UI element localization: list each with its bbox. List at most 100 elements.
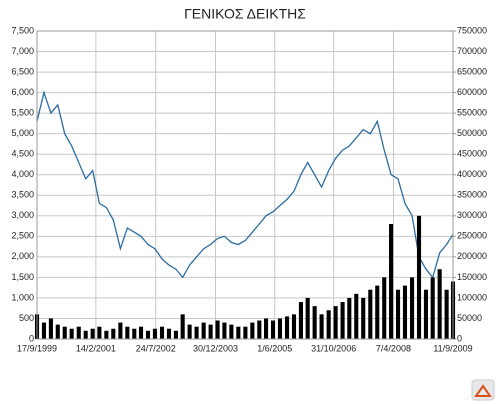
volume-bar bbox=[111, 328, 116, 339]
y-tick-label: 5,500 bbox=[11, 108, 34, 118]
volume-bar bbox=[361, 297, 366, 339]
y-tick-label: 6,500 bbox=[11, 66, 34, 76]
y-tick-label: 7,000 bbox=[11, 46, 34, 56]
volume-bar bbox=[291, 314, 297, 339]
y-tick-label: 3,000 bbox=[11, 210, 34, 220]
y2-tick-label: 200000 bbox=[457, 251, 487, 261]
index-line bbox=[36, 90, 454, 279]
volume-bar bbox=[222, 322, 227, 339]
chart-title: ΓΕΝΙΚΟΣ ΔΕΙΚΤΗΣ bbox=[184, 6, 306, 22]
volume-bar bbox=[69, 328, 74, 339]
y-tick-label: 0 bbox=[29, 333, 34, 343]
volume-bar bbox=[263, 318, 269, 339]
volume-bar bbox=[319, 314, 324, 339]
volume-bar bbox=[76, 326, 81, 339]
y-tick-label: 7,500 bbox=[11, 25, 34, 35]
volume-bar bbox=[194, 326, 199, 339]
volume-bar bbox=[173, 330, 178, 339]
x-tick-label: 1/6/2005 bbox=[257, 343, 292, 353]
y-tick-label: 6,000 bbox=[11, 87, 34, 97]
volume-bar bbox=[187, 324, 192, 339]
y2-tick-label: 250000 bbox=[457, 231, 487, 241]
volume-bar bbox=[430, 277, 435, 339]
volume-bar bbox=[423, 289, 429, 339]
y-tick-label: 2,000 bbox=[11, 251, 34, 261]
volume-bar bbox=[180, 314, 185, 339]
y2-tick-label: 100000 bbox=[457, 292, 487, 302]
volume-bar bbox=[208, 324, 213, 339]
volume-bar bbox=[410, 277, 415, 339]
y2-tick-label: 400000 bbox=[457, 169, 487, 179]
y-tick-label: 500 bbox=[19, 313, 34, 323]
y-tick-label: 1,500 bbox=[11, 272, 34, 282]
volume-bar bbox=[159, 326, 165, 339]
volume-bar bbox=[97, 326, 102, 339]
y2-tick-label: 650000 bbox=[457, 66, 487, 76]
volume-bar bbox=[166, 328, 172, 339]
volume-bar bbox=[243, 326, 248, 339]
volume-bar bbox=[201, 322, 206, 339]
logo bbox=[471, 379, 495, 401]
y2-tick-label: 750000 bbox=[457, 25, 487, 35]
volume-bar bbox=[215, 320, 220, 339]
volume-bar bbox=[48, 318, 53, 339]
volume-bar bbox=[333, 306, 338, 339]
volume-bar bbox=[41, 322, 47, 339]
plot-border bbox=[36, 30, 454, 340]
volume-bar bbox=[312, 306, 317, 339]
volume-bar bbox=[270, 320, 276, 339]
volume-bar bbox=[277, 318, 283, 339]
volume-bar bbox=[90, 328, 95, 339]
y-tick-label: 3,500 bbox=[11, 190, 34, 200]
volume-bar bbox=[437, 269, 442, 339]
x-tick-label: 7/4/2008 bbox=[376, 343, 411, 353]
volume-bar bbox=[375, 285, 380, 339]
volume-bar bbox=[389, 224, 394, 339]
volume-bar bbox=[305, 297, 310, 339]
y2-tick-label: 600000 bbox=[457, 87, 487, 97]
volume-bar bbox=[229, 324, 234, 339]
volume-bar bbox=[257, 320, 262, 339]
y-tick-label: 2,500 bbox=[11, 231, 34, 241]
volume-bar bbox=[402, 285, 408, 339]
x-tick-label: 17/9/1999 bbox=[17, 343, 57, 353]
volume-bar bbox=[145, 330, 151, 339]
volume-bar bbox=[138, 326, 144, 339]
volume-bar bbox=[444, 289, 449, 339]
volume-bar bbox=[152, 328, 157, 339]
y2-tick-label: 550000 bbox=[457, 108, 487, 118]
volume-bar bbox=[354, 293, 359, 339]
volume-bar bbox=[132, 328, 137, 339]
volume-bar bbox=[347, 297, 352, 339]
volume-bar bbox=[104, 330, 109, 339]
y2-tick-label: 0 bbox=[457, 333, 462, 343]
y2-tick-label: 700000 bbox=[457, 46, 487, 56]
volume-bar bbox=[298, 302, 303, 339]
x-tick-label: 14/2/2001 bbox=[76, 343, 116, 353]
volume-bar bbox=[340, 302, 345, 339]
y2-tick-label: 500000 bbox=[457, 128, 487, 138]
volume-bar bbox=[250, 322, 255, 339]
y-tick-label: 1,000 bbox=[11, 292, 34, 302]
volume-bar bbox=[395, 289, 401, 339]
y2-tick-label: 450000 bbox=[457, 149, 487, 159]
y-tick-label: 4,500 bbox=[11, 149, 34, 159]
y2-tick-label: 150000 bbox=[457, 272, 487, 282]
volume-bar bbox=[62, 326, 67, 339]
x-tick-label: 31/10/2006 bbox=[311, 343, 356, 353]
y-tick-label: 4,000 bbox=[11, 169, 34, 179]
y2-tick-label: 350000 bbox=[457, 190, 487, 200]
y2-tick-label: 300000 bbox=[457, 210, 487, 220]
y-tick-label: 5,000 bbox=[11, 128, 34, 138]
volume-bar bbox=[416, 215, 422, 339]
volume-bar bbox=[382, 277, 387, 339]
x-tick-label: 30/12/2003 bbox=[193, 343, 238, 353]
volume-bar bbox=[125, 326, 130, 339]
volume-bar bbox=[55, 324, 60, 339]
volume-bar bbox=[368, 289, 373, 339]
y2-tick-label: 50000 bbox=[457, 313, 482, 323]
x-tick-label: 24/7/2002 bbox=[136, 343, 176, 353]
volume-bar bbox=[326, 310, 331, 339]
volume-bar bbox=[83, 330, 88, 339]
